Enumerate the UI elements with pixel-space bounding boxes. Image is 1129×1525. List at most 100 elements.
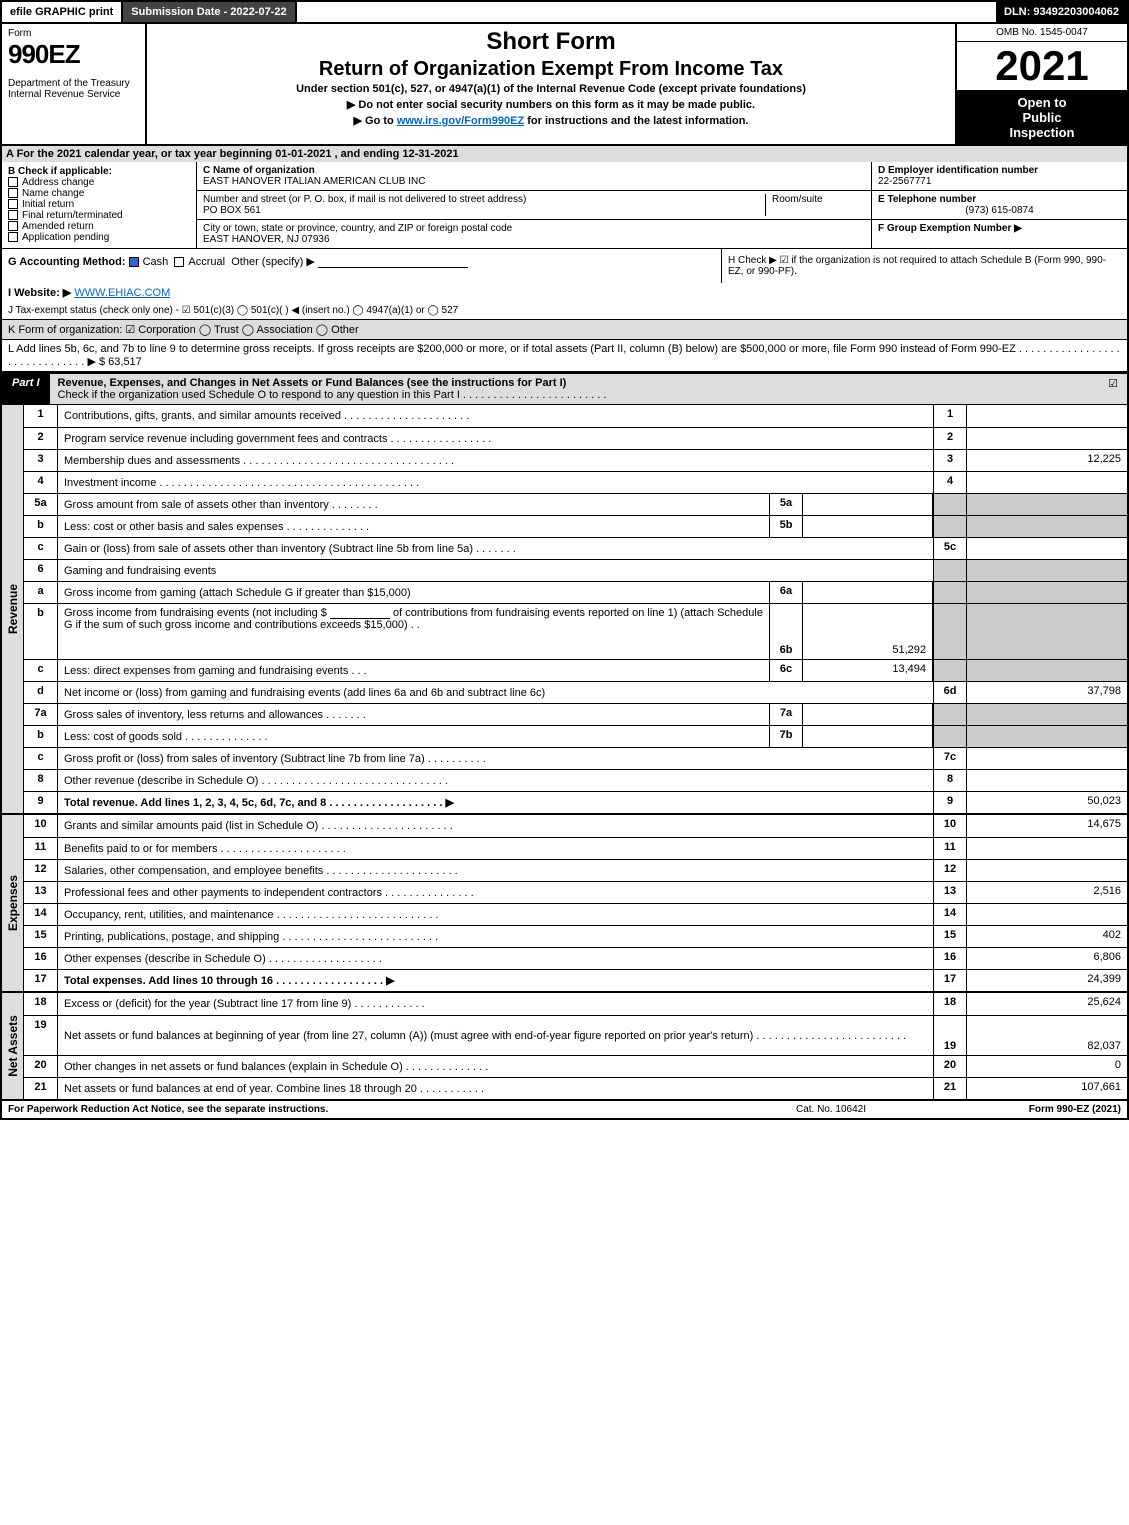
row-11-num: 11 xyxy=(24,838,58,859)
row-10: 10 Grants and similar amounts paid (list… xyxy=(24,815,1127,837)
row-5a-desc: Gross amount from sale of assets other t… xyxy=(58,494,769,515)
row-15: 15 Printing, publications, postage, and … xyxy=(24,925,1127,947)
row-4-desc: Investment income . . . . . . . . . . . … xyxy=(58,472,933,493)
goto-pre: ▶ Go to xyxy=(354,115,397,127)
top-bar: efile GRAPHIC print Submission Date - 20… xyxy=(0,0,1129,24)
row-6c-num: c xyxy=(24,660,58,681)
row-6a-desc: Gross income from gaming (attach Schedul… xyxy=(58,582,769,603)
row-6b-mn: 6b xyxy=(769,604,803,659)
ein-label: D Employer identification number xyxy=(878,165,1121,176)
return-title: Return of Organization Exempt From Incom… xyxy=(153,58,949,81)
row-8-rn: 8 xyxy=(933,770,967,791)
row-7c-num: c xyxy=(24,748,58,769)
row-5c-desc: Gain or (loss) from sale of assets other… xyxy=(58,538,933,559)
row-19-desc: Net assets or fund balances at beginning… xyxy=(58,1016,933,1055)
chk-address-change[interactable]: Address change xyxy=(8,177,190,188)
form-footer: Form 990-EZ (2021) xyxy=(921,1104,1121,1115)
open-line2: Public xyxy=(961,110,1123,125)
chk-initial-return[interactable]: Initial return xyxy=(8,199,190,210)
row-5b-mn: 5b xyxy=(769,516,803,537)
row-6b: b Gross income from fundraising events (… xyxy=(24,603,1127,659)
row-1-rn: 1 xyxy=(933,405,967,427)
city-value: EAST HANOVER, NJ 07936 xyxy=(203,234,865,245)
short-form-title: Short Form xyxy=(153,28,949,56)
row-7b-mn: 7b xyxy=(769,726,803,747)
row-6-num: 6 xyxy=(24,560,58,581)
row-16-val: 6,806 xyxy=(967,948,1127,969)
netassets-vert-label: Net Assets xyxy=(2,993,24,1099)
row-6-rv-grey xyxy=(967,560,1127,581)
row-7b-rv-grey xyxy=(967,726,1127,747)
row-6b-desc: Gross income from fundraising events (no… xyxy=(58,604,769,659)
row-15-val: 402 xyxy=(967,926,1127,947)
website-label: I Website: ▶ xyxy=(8,287,71,299)
row-7a: 7a Gross sales of inventory, less return… xyxy=(24,703,1127,725)
expenses-section: Expenses 10 Grants and similar amounts p… xyxy=(2,813,1127,991)
row-12-val xyxy=(967,860,1127,881)
row-6b-rn-grey xyxy=(933,604,967,659)
row-5a-rn-grey xyxy=(933,494,967,515)
row-12: 12 Salaries, other compensation, and emp… xyxy=(24,859,1127,881)
row-16-rn: 16 xyxy=(933,948,967,969)
row-2-num: 2 xyxy=(24,428,58,449)
website-link[interactable]: WWW.EHIAC.COM xyxy=(74,287,170,299)
dept-treasury: Department of the Treasury xyxy=(8,78,139,89)
submission-date: Submission Date - 2022-07-22 xyxy=(123,2,296,22)
other-blank[interactable] xyxy=(318,256,468,268)
row-6b-num: b xyxy=(24,604,58,659)
row-17-val: 24,399 xyxy=(967,970,1127,991)
col-b-checkboxes: B Check if applicable: Address change Na… xyxy=(2,162,197,248)
efile-print-label[interactable]: efile GRAPHIC print xyxy=(2,2,123,22)
header-center: Short Form Return of Organization Exempt… xyxy=(147,24,957,144)
row-9-val: 50,023 xyxy=(967,792,1127,813)
row-5b-rn-grey xyxy=(933,516,967,537)
netassets-section: Net Assets 18 Excess or (deficit) for th… xyxy=(2,991,1127,1099)
street-block: Number and street (or P. O. box, if mail… xyxy=(197,191,871,220)
expenses-vert-label: Expenses xyxy=(2,815,24,991)
row-12-num: 12 xyxy=(24,860,58,881)
tax-year: 2021 xyxy=(957,42,1127,90)
row-5b: b Less: cost or other basis and sales ex… xyxy=(24,515,1127,537)
row-g: G Accounting Method: Cash Accrual Other … xyxy=(2,249,722,283)
row-7c: c Gross profit or (loss) from sales of i… xyxy=(24,747,1127,769)
row-15-desc: Printing, publications, postage, and shi… xyxy=(58,926,933,947)
row-12-rn: 12 xyxy=(933,860,967,881)
ein-block: D Employer identification number 22-2567… xyxy=(872,162,1127,191)
row-5c: c Gain or (loss) from sale of assets oth… xyxy=(24,537,1127,559)
row-16-num: 16 xyxy=(24,948,58,969)
row-11-desc: Benefits paid to or for members . . . . … xyxy=(58,838,933,859)
chk-final-return[interactable]: Final return/terminated xyxy=(8,210,190,221)
goto-note: ▶ Go to www.irs.gov/Form990EZ for instru… xyxy=(153,114,949,127)
row-1-val xyxy=(967,405,1127,427)
tel-block: E Telephone number (973) 615-0874 xyxy=(872,191,1127,220)
row-3-rn: 3 xyxy=(933,450,967,471)
paperwork-notice: For Paperwork Reduction Act Notice, see … xyxy=(8,1104,741,1115)
form-word: Form xyxy=(8,28,139,39)
row-5a-num: 5a xyxy=(24,494,58,515)
row-8-val xyxy=(967,770,1127,791)
chk-accrual[interactable] xyxy=(174,257,184,267)
row-20-rn: 20 xyxy=(933,1056,967,1077)
row-6d-rn: 6d xyxy=(933,682,967,703)
part-i-checkbox[interactable]: ☑ xyxy=(1099,374,1127,404)
row-15-num: 15 xyxy=(24,926,58,947)
col-b-title: B Check if applicable: xyxy=(8,166,190,177)
row-7a-rn-grey xyxy=(933,704,967,725)
cat-no: Cat. No. 10642I xyxy=(741,1104,921,1115)
chk-cash[interactable] xyxy=(129,257,139,267)
row-4: 4 Investment income . . . . . . . . . . … xyxy=(24,471,1127,493)
row-5a-mn: 5a xyxy=(769,494,803,515)
row-3: 3 Membership dues and assessments . . . … xyxy=(24,449,1127,471)
part-i-header: Part I Revenue, Expenses, and Changes in… xyxy=(0,372,1129,405)
header-left: Form 990EZ Department of the Treasury In… xyxy=(2,24,147,144)
chk-amended-return[interactable]: Amended return xyxy=(8,221,190,232)
city-label: City or town, state or province, country… xyxy=(203,223,865,234)
chk-name-change[interactable]: Name change xyxy=(8,188,190,199)
accrual-label: Accrual xyxy=(188,256,225,268)
row-4-num: 4 xyxy=(24,472,58,493)
chk-application-pending[interactable]: Application pending xyxy=(8,232,190,243)
topbar-spacer xyxy=(297,2,996,22)
row-6b-mv: 51,292 xyxy=(803,604,933,659)
row-7c-rn: 7c xyxy=(933,748,967,769)
goto-link[interactable]: www.irs.gov/Form990EZ xyxy=(397,115,524,127)
